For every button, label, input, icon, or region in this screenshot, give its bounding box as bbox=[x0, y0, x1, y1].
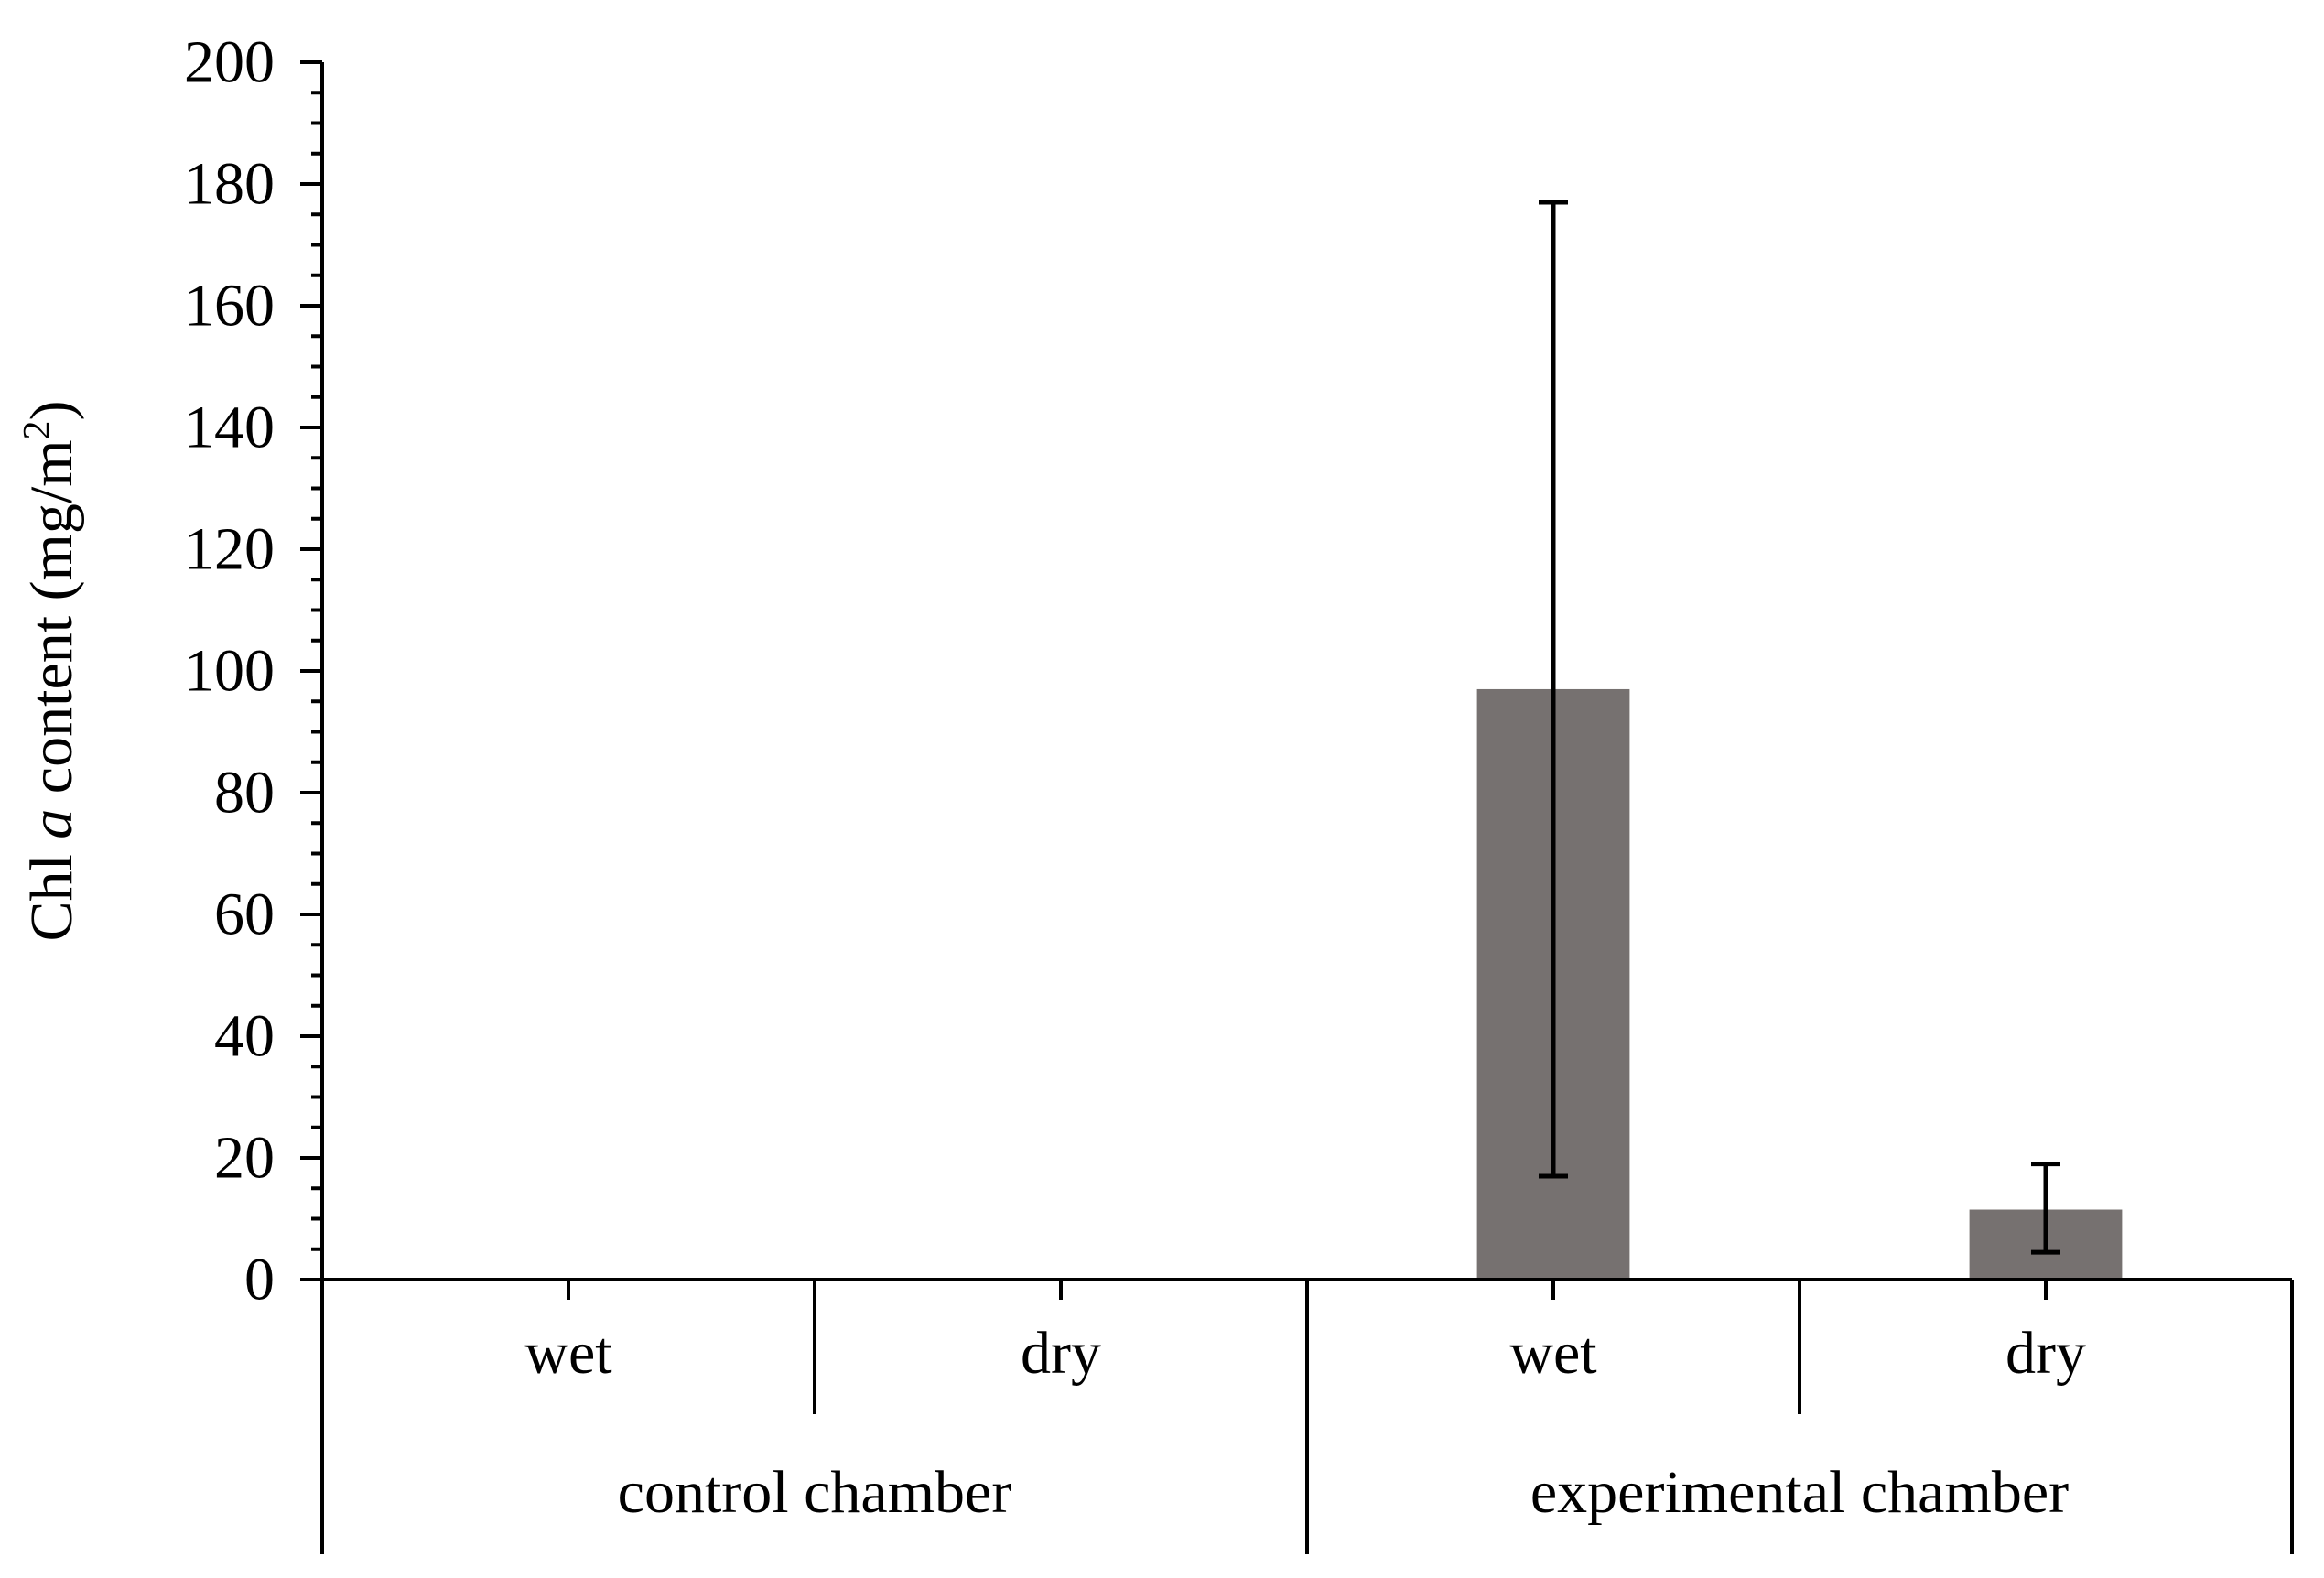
bars bbox=[1476, 688, 2123, 1280]
y-tick-label: 200 bbox=[184, 29, 275, 96]
x-category-label: dry bbox=[1021, 1320, 1101, 1387]
x-category-dividers bbox=[320, 1280, 2294, 1554]
x-group-label: experimental chamber bbox=[1530, 1459, 2069, 1526]
y-tick-label: 140 bbox=[184, 394, 275, 461]
x-axis: wet dry wet dry control chamber experimental… bbox=[320, 1278, 2294, 1554]
y-tick-label: 160 bbox=[184, 273, 275, 340]
x-category-label: wet bbox=[1509, 1320, 1596, 1387]
y-tick-label: 120 bbox=[184, 516, 275, 583]
x-category-label: wet bbox=[524, 1320, 611, 1387]
y-tick-label: 180 bbox=[184, 151, 275, 218]
error-bars bbox=[1539, 200, 2060, 1255]
y-tick-label: 20 bbox=[214, 1125, 275, 1192]
y-tick-label: 60 bbox=[214, 881, 275, 948]
y-tick-label: 40 bbox=[214, 1003, 275, 1070]
x-group-label: control chamber bbox=[618, 1459, 1012, 1526]
y-tick-labels: 0 20 40 60 80 100 120 140 160 180 200 bbox=[184, 29, 275, 1313]
y-axis-title: Chl a content (mg/m2) bbox=[16, 400, 85, 941]
y-tick-label: 80 bbox=[214, 760, 275, 827]
x-category-label: dry bbox=[2005, 1320, 2086, 1387]
x-category-labels: wet dry wet dry bbox=[524, 1320, 2086, 1387]
y-axis: 0 20 40 60 80 100 120 140 160 180 200 bbox=[184, 29, 324, 1313]
y-ticks bbox=[300, 60, 322, 1281]
x-group-labels: control chamber experimental chamber bbox=[618, 1459, 2069, 1526]
y-tick-label: 0 bbox=[244, 1247, 275, 1313]
y-tick-label: 100 bbox=[184, 638, 275, 705]
